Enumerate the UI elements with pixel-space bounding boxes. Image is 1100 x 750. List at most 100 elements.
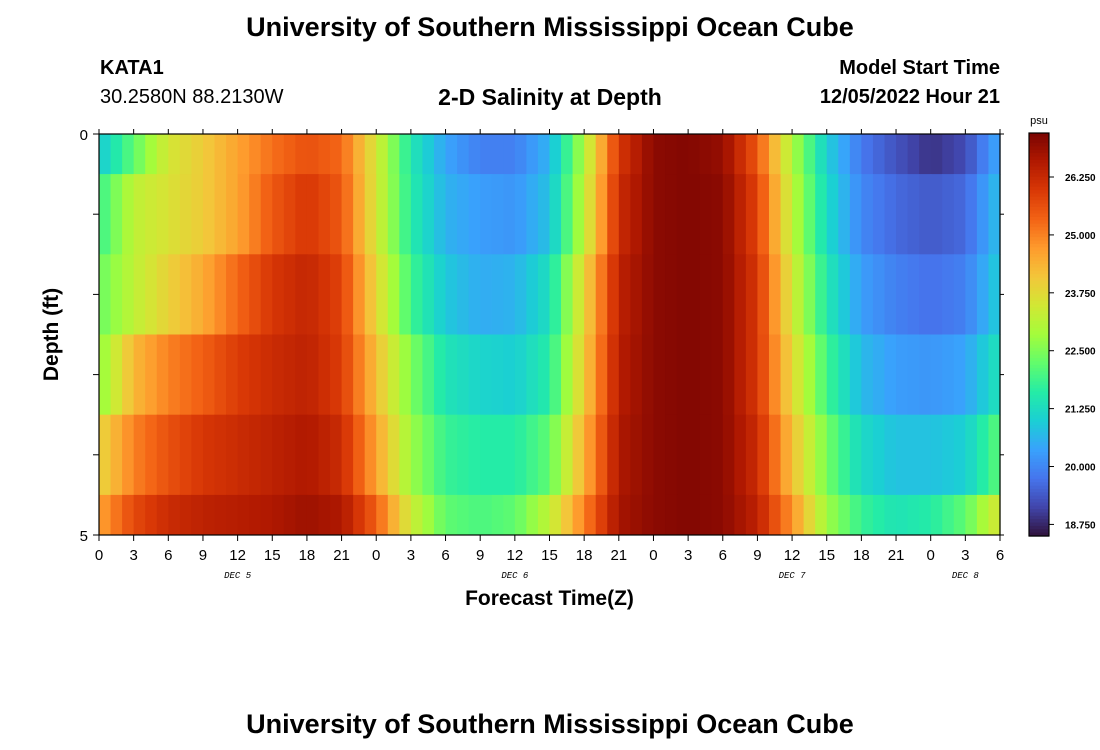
colorbar-segment	[1029, 233, 1049, 238]
colorbar-segment	[1029, 163, 1049, 168]
heatmap-cell	[110, 134, 123, 175]
colorbar-segment	[1029, 230, 1049, 235]
heatmap-cell	[618, 254, 631, 335]
chart-subtitle: 2-D Salinity at Depth	[438, 84, 662, 110]
heatmap-cell	[711, 174, 724, 255]
heatmap-cell	[630, 334, 643, 416]
heatmap-cell	[792, 494, 805, 536]
heatmap-cell	[919, 414, 932, 496]
heatmap-cell	[306, 334, 320, 416]
heatmap-cell	[168, 494, 181, 536]
heatmap-cell	[826, 494, 839, 536]
heatmap-cell	[283, 254, 296, 335]
heatmap-cell	[237, 414, 250, 496]
heatmap-cell	[110, 254, 123, 335]
heatmap-cell	[468, 494, 481, 536]
heatmap-cell	[965, 254, 978, 335]
heatmap-cell	[768, 414, 782, 496]
colorbar-segment	[1029, 133, 1049, 137]
heatmap-cell	[561, 254, 574, 335]
colorbar-segment	[1029, 190, 1049, 195]
heatmap-cell	[503, 414, 516, 496]
heatmap-cell	[653, 334, 666, 416]
colorbar-segment	[1029, 438, 1049, 443]
heatmap-cell	[942, 334, 955, 416]
colorbar-tick-label: 23.750	[1065, 289, 1096, 300]
heatmap-cell	[803, 174, 816, 255]
heatmap-cell	[953, 254, 966, 335]
heatmap-cell	[480, 414, 493, 496]
heatmap-cell	[849, 334, 862, 416]
heatmap-cell	[745, 494, 759, 536]
colorbar-segment	[1029, 368, 1049, 373]
heatmap-cell	[353, 494, 366, 536]
colorbar-segment	[1029, 468, 1049, 473]
heatmap-cell	[734, 134, 747, 175]
heatmap-cell	[330, 174, 343, 255]
heatmap-cell	[653, 494, 666, 536]
heatmap-cell	[457, 494, 470, 536]
heatmap-cell	[191, 254, 204, 335]
heatmap-cell	[503, 174, 516, 255]
heatmap-cell	[122, 174, 135, 255]
heatmap-cell	[595, 334, 608, 416]
colorbar-segment	[1029, 431, 1049, 436]
heatmap-cell	[283, 494, 296, 536]
heatmap-cell	[688, 134, 701, 175]
x-tick-label: 18	[853, 547, 870, 564]
heatmap-cell	[861, 414, 874, 496]
heatmap-cell	[884, 254, 897, 335]
heatmap-cell	[965, 334, 978, 416]
heatmap-cell	[364, 494, 377, 536]
heatmap-cell	[745, 134, 759, 175]
heatmap-cell	[341, 174, 354, 255]
colorbar-segment	[1029, 180, 1049, 184]
heatmap-cell	[803, 494, 816, 536]
heatmap-cell	[792, 174, 805, 255]
heatmap-cell	[792, 134, 805, 175]
heatmap-cell	[191, 494, 204, 536]
heatmap-cell	[734, 414, 747, 496]
heatmap-cell	[526, 134, 539, 175]
heatmap-cell	[618, 334, 631, 416]
heatmap-cell	[179, 174, 193, 255]
heatmap-cell	[849, 134, 862, 175]
heatmap-cell	[237, 494, 250, 536]
heatmap-cell	[237, 174, 250, 255]
heatmap-cell	[630, 174, 643, 255]
heatmap-cell	[537, 414, 551, 496]
heatmap-cell	[595, 134, 608, 175]
heatmap-cell	[884, 334, 897, 416]
heatmap-cell	[688, 334, 701, 416]
heatmap-cell	[757, 414, 770, 496]
heatmap-cell	[445, 254, 458, 335]
heatmap-cell	[468, 174, 481, 255]
colorbar-segment	[1029, 196, 1049, 201]
heatmap-cell	[410, 494, 424, 536]
x-tick-label: 15	[264, 547, 281, 564]
heatmap-cell	[387, 174, 400, 255]
colorbar-tick-label: 26.250	[1065, 173, 1096, 184]
heatmap-cell	[237, 334, 250, 416]
heatmap-cell	[572, 414, 585, 496]
colorbar-segment	[1029, 274, 1049, 279]
colorbar-segment	[1029, 421, 1049, 426]
heatmap-cell	[145, 254, 158, 335]
heatmap-cell	[988, 134, 1001, 175]
heatmap-cell	[468, 414, 481, 496]
heatmap-cell	[699, 254, 712, 335]
heatmap-cell	[826, 334, 839, 416]
heatmap-cell	[688, 254, 701, 335]
colorbar-segment	[1029, 435, 1049, 440]
heatmap-cell	[110, 414, 123, 496]
colorbar-segment	[1029, 381, 1049, 386]
heatmap-cell	[665, 334, 678, 416]
heatmap-cell	[699, 174, 712, 255]
heatmap-cell	[399, 414, 412, 496]
heatmap-cell	[849, 174, 862, 255]
heatmap-cell	[422, 254, 435, 335]
heatmap-cell	[942, 254, 955, 335]
heatmap-cell	[445, 134, 458, 175]
date-label: DEC 6	[501, 571, 529, 581]
heatmap-cell	[988, 254, 1001, 335]
